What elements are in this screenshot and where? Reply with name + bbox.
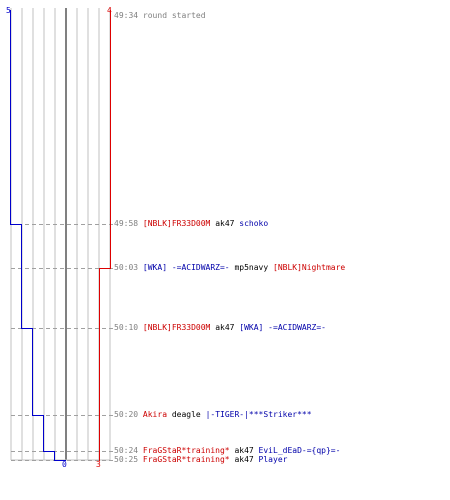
- event-time: 50:25: [114, 455, 139, 464]
- event-killer: FraGStaR*training*: [142, 455, 230, 464]
- event-killer: Akira: [142, 410, 168, 419]
- blue-start-count: 5: [6, 6, 11, 15]
- red-team-alive-line: [99, 10, 111, 461]
- event-row: 50:10 [NBLK]FR33D00M ak47 [WKA] -=ACIDWA…: [114, 323, 326, 333]
- blue-team-alive-line: [10, 10, 66, 461]
- red-end-count: 3: [96, 460, 101, 469]
- event-time: 50:20: [114, 410, 139, 419]
- event-killer: [WKA] -=ACIDWARZ=-: [142, 263, 230, 272]
- event-weapon: ak47: [234, 446, 254, 455]
- event-time: 50:24: [114, 446, 139, 455]
- event-weapon: ak47: [215, 219, 235, 228]
- event-row: 50:20 Akira deagle |-TIGER-|***Striker**…: [114, 410, 312, 420]
- event-weapon: ak47: [215, 323, 235, 332]
- event-time: 49:34: [114, 11, 139, 20]
- blue-end-count: 0: [62, 460, 67, 469]
- event-killer: [NBLK]FR33D00M: [142, 219, 211, 228]
- event-victim: schoko: [239, 219, 269, 228]
- event-row: 50:25 FraGStaR*training* ak47 Player: [114, 455, 287, 465]
- event-victim: [WKA] -=ACIDWARZ=-: [239, 323, 326, 332]
- event-victim: Player: [258, 455, 288, 464]
- event-text: round started: [142, 11, 206, 20]
- event-weapon: mp5navy: [234, 263, 269, 272]
- event-victim: |-TIGER-|***Striker***: [205, 410, 312, 419]
- event-killer: FraGStaR*training*: [142, 446, 230, 455]
- timeline-grid: [10, 8, 111, 461]
- event-row: 49:34 round started: [114, 11, 206, 21]
- red-start-count: 4: [107, 6, 112, 15]
- event-time: 49:58: [114, 219, 139, 228]
- event-row: 50:24 FraGStaR*training* ak47 EviL_dEaD-…: [114, 446, 340, 456]
- event-weapon: deagle: [171, 410, 201, 419]
- event-row: 50:03 [WKA] -=ACIDWARZ=- mp5navy [NBLK]N…: [114, 263, 345, 273]
- event-killer: [NBLK]FR33D00M: [142, 323, 211, 332]
- event-weapon: ak47: [234, 455, 254, 464]
- event-time: 50:10: [114, 323, 139, 332]
- event-time: 50:03: [114, 263, 139, 272]
- event-victim: EviL_dEaD-={qp}=-: [258, 446, 341, 455]
- event-row: 49:58 [NBLK]FR33D00M ak47 schoko: [114, 219, 268, 229]
- event-victim: [NBLK]Nightmare: [273, 263, 346, 272]
